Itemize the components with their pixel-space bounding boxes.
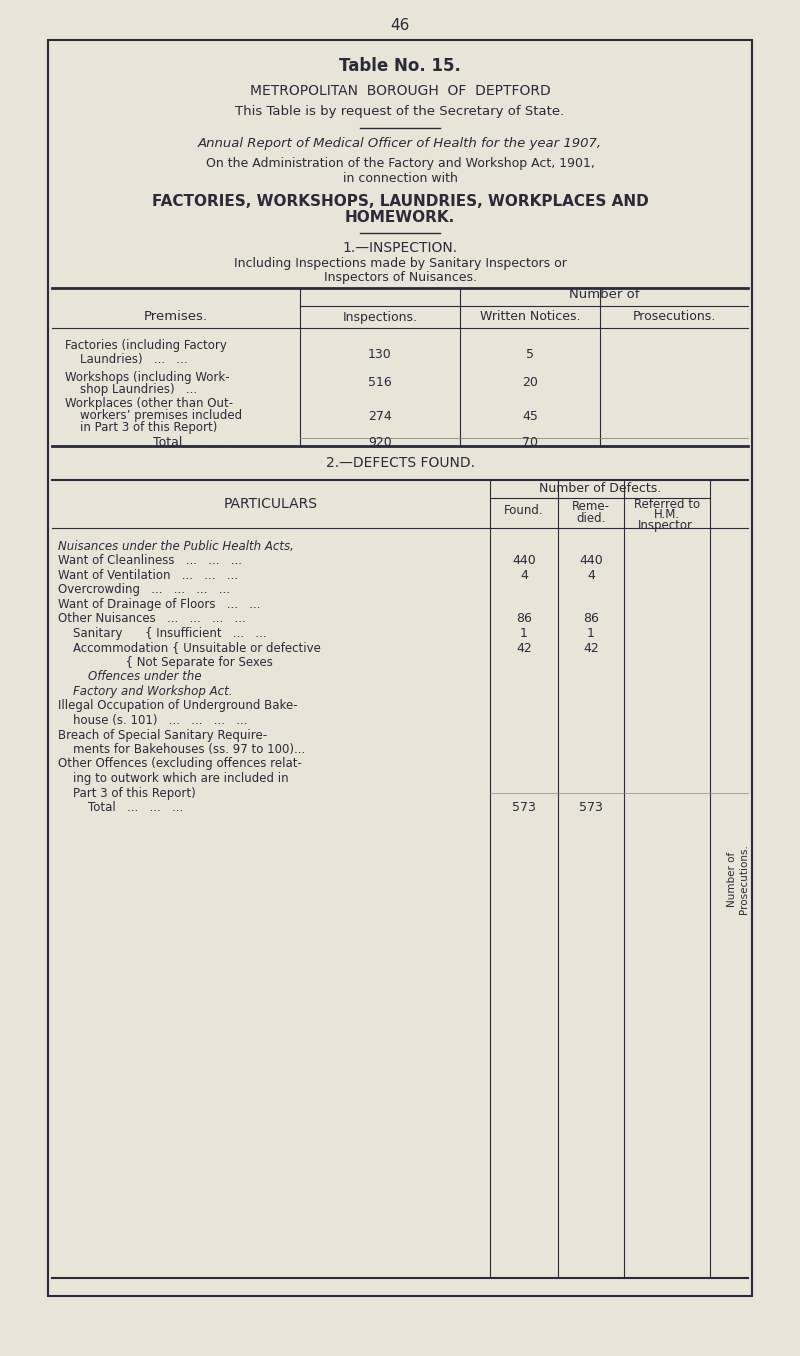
Text: Total   ...   ...: Total ... ... xyxy=(153,435,230,449)
Text: ing to outwork which are included in: ing to outwork which are included in xyxy=(58,772,289,785)
Text: Factories (including Factory: Factories (including Factory xyxy=(65,339,227,353)
Text: ments for Bakehouses (ss. 97 to 100)...: ments for Bakehouses (ss. 97 to 100)... xyxy=(58,743,306,757)
Text: house (s. 101)   ...   ...   ...   ...: house (s. 101) ... ... ... ... xyxy=(58,715,247,727)
Text: Inspectors of Nuisances.: Inspectors of Nuisances. xyxy=(323,270,477,283)
Text: 86: 86 xyxy=(516,613,532,625)
Text: workers’ premises included: workers’ premises included xyxy=(65,408,242,422)
Text: 42: 42 xyxy=(583,641,599,655)
Text: Table No. 15.: Table No. 15. xyxy=(339,57,461,75)
Text: Referred to: Referred to xyxy=(634,499,700,511)
Text: On the Administration of the Factory and Workshop Act, 1901,: On the Administration of the Factory and… xyxy=(206,157,594,171)
Text: Premises.: Premises. xyxy=(144,311,208,324)
Text: Found.: Found. xyxy=(504,503,544,517)
Text: Overcrowding   ...   ...   ...   ...: Overcrowding ... ... ... ... xyxy=(58,583,230,597)
Text: 45: 45 xyxy=(522,411,538,423)
Text: Workshops (including Work-: Workshops (including Work- xyxy=(65,370,230,384)
Text: Inspector.: Inspector. xyxy=(638,518,696,532)
Text: 2.—DEFECTS FOUND.: 2.—DEFECTS FOUND. xyxy=(326,456,474,471)
Text: Written Notices.: Written Notices. xyxy=(480,311,580,324)
Text: 1.—INSPECTION.: 1.—INSPECTION. xyxy=(342,241,458,255)
Text: 920: 920 xyxy=(368,435,392,449)
Text: Want of Drainage of Floors   ...   ...: Want of Drainage of Floors ... ... xyxy=(58,598,261,612)
Text: in Part 3 of this Report): in Part 3 of this Report) xyxy=(65,420,218,434)
Text: Number of: Number of xyxy=(569,289,639,301)
Text: 573: 573 xyxy=(579,801,603,814)
Text: 4: 4 xyxy=(520,570,528,582)
Text: Part 3 of this Report): Part 3 of this Report) xyxy=(58,786,196,800)
Text: Inspections.: Inspections. xyxy=(342,311,418,324)
Text: FACTORIES, WORKSHOPS, LAUNDRIES, WORKPLACES AND: FACTORIES, WORKSHOPS, LAUNDRIES, WORKPLA… xyxy=(152,194,648,209)
Text: Number of Defects.: Number of Defects. xyxy=(539,483,661,495)
Text: PARTICULARS: PARTICULARS xyxy=(224,498,318,511)
Text: Laundries)   ...   ...: Laundries) ... ... xyxy=(65,354,188,366)
Text: Factory and Workshop Act.: Factory and Workshop Act. xyxy=(58,685,233,698)
Text: in connection with: in connection with xyxy=(342,171,458,184)
Text: This Table is by request of the Secretary of State.: This Table is by request of the Secretar… xyxy=(235,104,565,118)
Text: Want of Cleanliness   ...   ...   ...: Want of Cleanliness ... ... ... xyxy=(58,555,242,568)
Text: 70: 70 xyxy=(522,435,538,449)
Text: 440: 440 xyxy=(579,555,603,568)
Text: 130: 130 xyxy=(368,347,392,361)
Text: Reme-: Reme- xyxy=(572,500,610,514)
Text: Sanitary      { Insufficient   ...   ...: Sanitary { Insufficient ... ... xyxy=(58,626,266,640)
Text: Want of Ventilation   ...   ...   ...: Want of Ventilation ... ... ... xyxy=(58,570,238,582)
Text: HOMEWORK.: HOMEWORK. xyxy=(345,210,455,225)
Text: Including Inspections made by Sanitary Inspectors or: Including Inspections made by Sanitary I… xyxy=(234,258,566,270)
Text: Illegal Occupation of Underground Bake-: Illegal Occupation of Underground Bake- xyxy=(58,700,298,712)
Text: Offences under the: Offences under the xyxy=(58,670,202,683)
Text: died.: died. xyxy=(576,511,606,525)
Text: Accommodation { Unsuitable or defective: Accommodation { Unsuitable or defective xyxy=(58,641,321,655)
Text: shop Laundries)   ...: shop Laundries) ... xyxy=(65,382,197,396)
Text: Prosecutions.: Prosecutions. xyxy=(632,311,716,324)
Text: H.M.: H.M. xyxy=(654,508,680,522)
Text: 4: 4 xyxy=(587,570,595,582)
Text: Nuisances under the Public Health Acts,: Nuisances under the Public Health Acts, xyxy=(58,540,294,553)
Text: Breach of Special Sanitary Require-: Breach of Special Sanitary Require- xyxy=(58,728,267,742)
Text: 440: 440 xyxy=(512,555,536,568)
Text: { Not Separate for Sexes: { Not Separate for Sexes xyxy=(58,656,273,669)
FancyBboxPatch shape xyxy=(48,39,752,1296)
Text: 573: 573 xyxy=(512,801,536,814)
Text: 46: 46 xyxy=(390,19,410,34)
Text: 5: 5 xyxy=(526,347,534,361)
Text: 1: 1 xyxy=(520,626,528,640)
Text: 1: 1 xyxy=(587,626,595,640)
Text: Total   ...   ...   ...: Total ... ... ... xyxy=(58,801,183,814)
Text: 274: 274 xyxy=(368,411,392,423)
Text: Annual Report of Medical Officer of Health for the year 1907,: Annual Report of Medical Officer of Heal… xyxy=(198,137,602,151)
Text: Number of
Prosecutions.: Number of Prosecutions. xyxy=(727,843,749,914)
Text: Other Offences (excluding offences relat-: Other Offences (excluding offences relat… xyxy=(58,758,302,770)
Text: Other Nuisances   ...   ...   ...   ...: Other Nuisances ... ... ... ... xyxy=(58,613,246,625)
Text: 86: 86 xyxy=(583,613,599,625)
Text: 20: 20 xyxy=(522,377,538,389)
Text: Workplaces (other than Out-: Workplaces (other than Out- xyxy=(65,396,233,410)
Text: 42: 42 xyxy=(516,641,532,655)
Text: 516: 516 xyxy=(368,377,392,389)
Text: METROPOLITAN  BOROUGH  OF  DEPTFORD: METROPOLITAN BOROUGH OF DEPTFORD xyxy=(250,84,550,98)
